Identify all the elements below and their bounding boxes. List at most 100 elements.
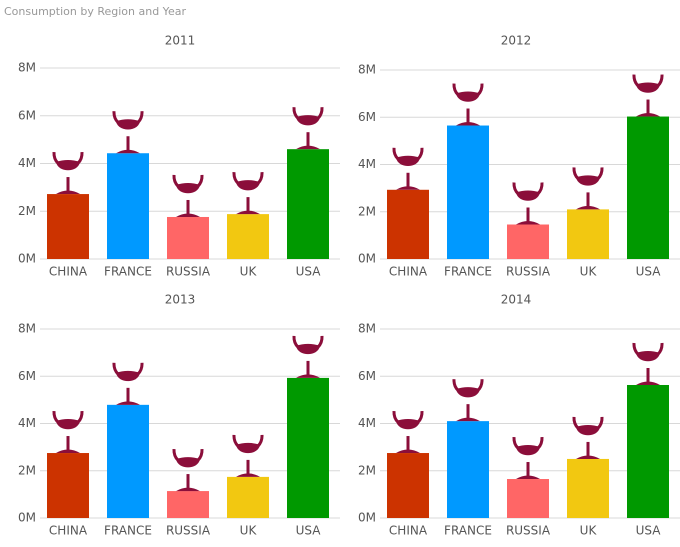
- wine-glass-icon: [576, 455, 600, 459]
- x-tick-label: FRANCE: [444, 524, 492, 538]
- y-tick-label: 8M: [18, 322, 36, 336]
- wine-glass-icon: [116, 401, 140, 405]
- x-tick-label: CHINA: [389, 265, 428, 279]
- y-tick-label: 0M: [18, 511, 36, 525]
- y-tick-label: 0M: [18, 252, 36, 266]
- y-tick-label: 0M: [358, 511, 376, 525]
- wine-glass-icon: [176, 182, 200, 194]
- wine-glass-icon: [296, 343, 320, 355]
- x-tick-label: UK: [240, 265, 258, 279]
- x-tick-label: RUSSIA: [166, 524, 211, 538]
- panel: 2014 0M 2M 4M 6M 8M CHINA FRANCE RUSSIA UK USA: [358, 293, 680, 538]
- bar: [447, 125, 489, 259]
- y-tick-label: 4M: [18, 156, 36, 170]
- bar: [227, 214, 269, 259]
- wine-glass-icon: [636, 82, 660, 93]
- wine-glass-icon: [456, 387, 480, 398]
- wine-glass-icon: [296, 374, 320, 378]
- wine-glass-icon: [56, 419, 80, 430]
- wine-glass-icon: [636, 350, 660, 362]
- y-tick-label: 2M: [358, 463, 376, 477]
- wine-glass-icon: [176, 457, 200, 468]
- panel-title: 2012: [501, 34, 532, 48]
- panel-title: 2013: [165, 293, 196, 307]
- wine-glass-icon: [456, 122, 480, 126]
- chart-title: Consumption by Region and Year: [4, 5, 186, 18]
- panel-title: 2014: [501, 293, 532, 307]
- bar: [627, 116, 669, 259]
- x-tick-label: USA: [296, 265, 322, 279]
- y-tick-label: 8M: [358, 322, 376, 336]
- y-tick-label: 6M: [358, 110, 376, 124]
- wine-glass-icon: [56, 190, 80, 195]
- wine-glass-icon: [56, 449, 80, 454]
- wine-glass-icon: [396, 449, 420, 454]
- y-tick-label: 6M: [18, 108, 36, 122]
- x-tick-label: USA: [296, 524, 322, 538]
- wine-glass-icon: [116, 149, 140, 154]
- x-tick-label: RUSSIA: [506, 265, 551, 279]
- bar: [507, 479, 549, 518]
- bar: [447, 421, 489, 518]
- x-tick-label: RUSSIA: [506, 524, 551, 538]
- x-tick-label: FRANCE: [104, 524, 152, 538]
- x-tick-label: USA: [636, 265, 662, 279]
- bar: [227, 476, 269, 518]
- y-tick-label: 6M: [18, 369, 36, 383]
- bar: [167, 216, 209, 259]
- x-tick-label: FRANCE: [104, 265, 152, 279]
- wine-glass-icon: [456, 91, 480, 102]
- x-tick-label: UK: [240, 524, 258, 538]
- wine-glass-icon: [296, 145, 320, 150]
- panel: 2013 0M 2M 4M 6M 8M CHINA FRANCE RUSSIA UK USA: [18, 293, 340, 538]
- wine-glass-icon: [236, 442, 260, 454]
- wine-glass-icon: [236, 180, 260, 191]
- wine-glass-icon: [576, 205, 600, 210]
- wine-glass-icon: [576, 424, 600, 436]
- bar: [507, 224, 549, 259]
- y-tick-label: 8M: [18, 61, 36, 75]
- x-tick-label: FRANCE: [444, 265, 492, 279]
- bar: [287, 377, 329, 518]
- bar: [107, 153, 149, 259]
- wine-glass-icon: [56, 160, 80, 171]
- y-tick-label: 2M: [18, 204, 36, 218]
- wine-glass-icon: [456, 417, 480, 422]
- wine-glass-icon: [396, 186, 420, 190]
- wine-glass-icon: [176, 487, 200, 492]
- bar: [627, 384, 669, 518]
- bar: [107, 404, 149, 518]
- bar: [287, 149, 329, 259]
- y-tick-label: 0M: [358, 252, 376, 266]
- x-tick-label: RUSSIA: [166, 265, 211, 279]
- y-tick-label: 4M: [18, 416, 36, 430]
- wine-glass-icon: [176, 213, 200, 217]
- y-tick-label: 2M: [18, 463, 36, 477]
- bar: [567, 209, 609, 259]
- y-tick-label: 6M: [358, 369, 376, 383]
- x-tick-label: UK: [580, 524, 598, 538]
- y-tick-label: 8M: [358, 63, 376, 77]
- x-tick-label: USA: [636, 524, 662, 538]
- bar: [47, 453, 89, 518]
- wine-glass-icon: [516, 445, 540, 456]
- wine-glass-icon: [116, 119, 140, 130]
- bar: [47, 194, 89, 259]
- wine-glass-icon: [636, 113, 660, 117]
- wine-glass-icon: [396, 155, 420, 167]
- wine-glass-icon: [396, 419, 420, 430]
- wine-glass-icon: [236, 473, 260, 477]
- x-tick-label: CHINA: [49, 524, 88, 538]
- bar: [387, 453, 429, 518]
- panel-title: 2011: [165, 34, 196, 48]
- panel: 2012 0M 2M 4M 6M 8M CHINA FRANCE RUSSIA UK USA: [358, 34, 680, 279]
- wine-glass-icon: [296, 115, 320, 126]
- y-tick-label: 4M: [358, 416, 376, 430]
- wine-glass-icon: [516, 190, 540, 201]
- wine-glass-icon: [236, 210, 260, 215]
- wine-glass-icon: [576, 175, 600, 186]
- bar: [387, 189, 429, 259]
- x-tick-label: UK: [580, 265, 598, 279]
- wine-glass-icon: [116, 370, 140, 382]
